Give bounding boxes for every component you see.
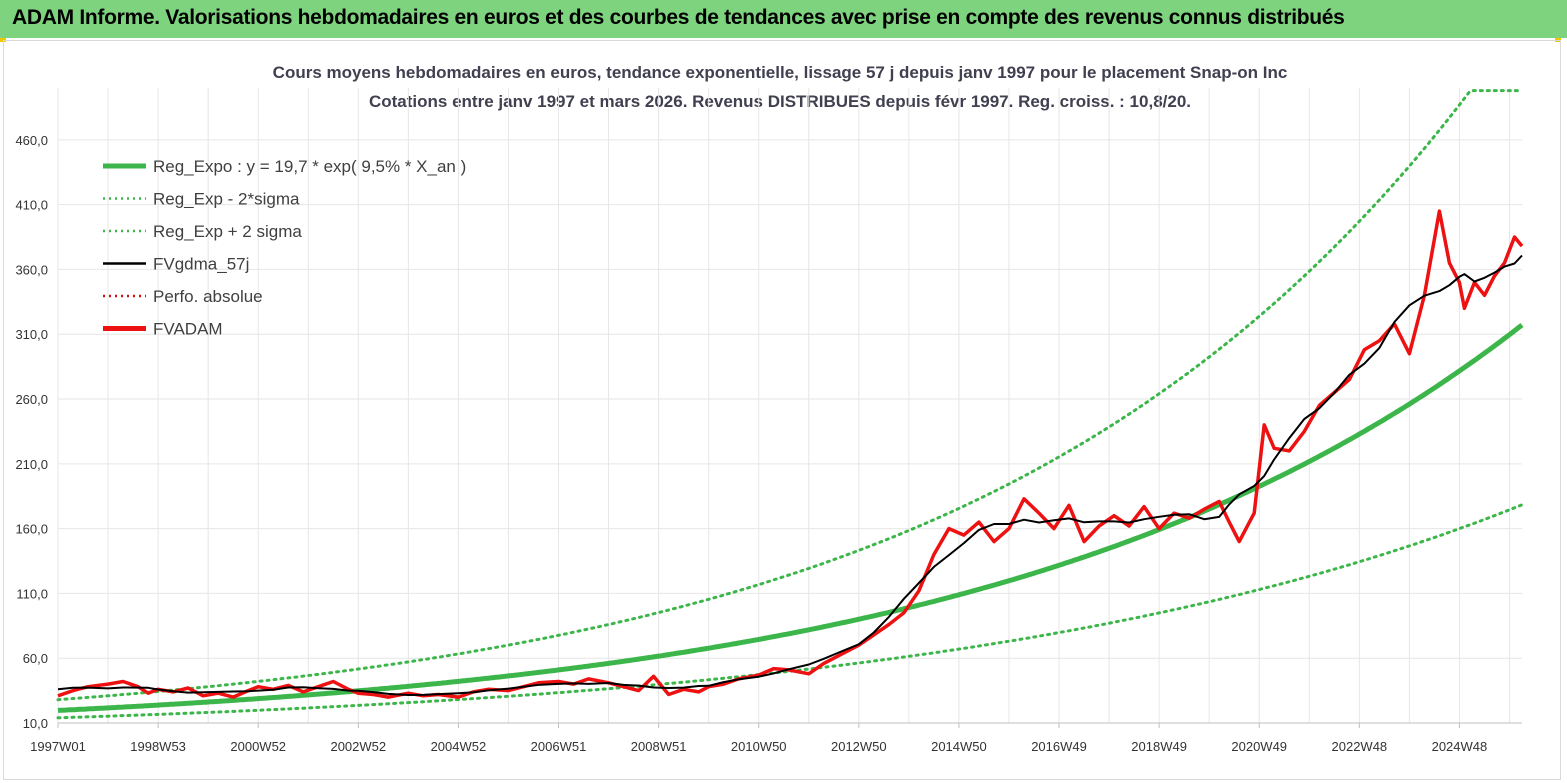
series-line-fvadam — [57, 209, 1524, 699]
x-tick-label: 2006W51 — [531, 739, 587, 754]
x-tick-label: 2008W51 — [631, 739, 687, 754]
report-title: ADAM Informe. Valorisations hebdomadaire… — [12, 6, 1345, 29]
x-tick-label: 2024W48 — [1432, 739, 1488, 754]
y-tick-label: 110,0 — [16, 586, 48, 601]
x-tick-label: 2018W49 — [1131, 739, 1187, 754]
legend-label-smooth: FVgdma_57j — [153, 255, 249, 274]
y-tick-label: 210,0 — [15, 457, 48, 472]
x-tick-label: 2004W52 — [431, 739, 487, 754]
x-tick-label: 2022W48 — [1332, 739, 1388, 754]
x-tick-label: 2016W49 — [1031, 739, 1087, 754]
y-tick-label: 260,0 — [15, 392, 48, 407]
legend-label-reg: Reg_Expo : y = 19,7 * exp( 9,5% * X_an ) — [153, 157, 466, 176]
x-tick-label: 2012W50 — [831, 739, 887, 754]
y-tick-label: 310,0 — [15, 327, 48, 342]
chart-subtitle: Cotations entre janv 1997 et mars 2026. … — [368, 92, 1192, 111]
report-banner: ADAM Informe. Valorisations hebdomadaire… — [0, 0, 1567, 38]
y-tick-label: 10,0 — [23, 716, 48, 731]
legend-label-adam: FVADAM — [153, 320, 223, 339]
legend-label-low: Reg_Exp - 2*sigma — [153, 190, 300, 209]
legend-label-perfo: Perfo. absolue — [153, 287, 263, 306]
chart-area — [3, 40, 1561, 780]
x-tick-label: 1998W53 — [130, 739, 186, 754]
series-line-fvgdma-57j — [57, 254, 1523, 696]
x-tick-label: 2020W49 — [1231, 739, 1287, 754]
series-line-reg-exp-minus-2-sigma — [56, 503, 1524, 720]
legend-label-high: Reg_Exp + 2 sigma — [153, 222, 302, 241]
series-line-reg-expo — [57, 323, 1524, 713]
x-tick-label: 2002W52 — [330, 739, 386, 754]
x-tick-label: 2000W52 — [230, 739, 286, 754]
y-tick-label: 360,0 — [15, 262, 48, 277]
y-tick-label: 60,0 — [23, 651, 48, 666]
y-tick-label: 410,0 — [15, 198, 48, 213]
y-tick-label: 160,0 — [15, 522, 48, 537]
chart-title: Cours moyens hebdomadaires en euros, ten… — [272, 63, 1288, 82]
y-tick-label: 460,0 — [15, 133, 48, 148]
x-tick-label: 2014W50 — [931, 739, 987, 754]
x-tick-label: 1997W01 — [30, 739, 86, 754]
series-line-reg-exp-plus-2-sigma — [56, 89, 1524, 702]
x-tick-label: 2010W50 — [731, 739, 787, 754]
